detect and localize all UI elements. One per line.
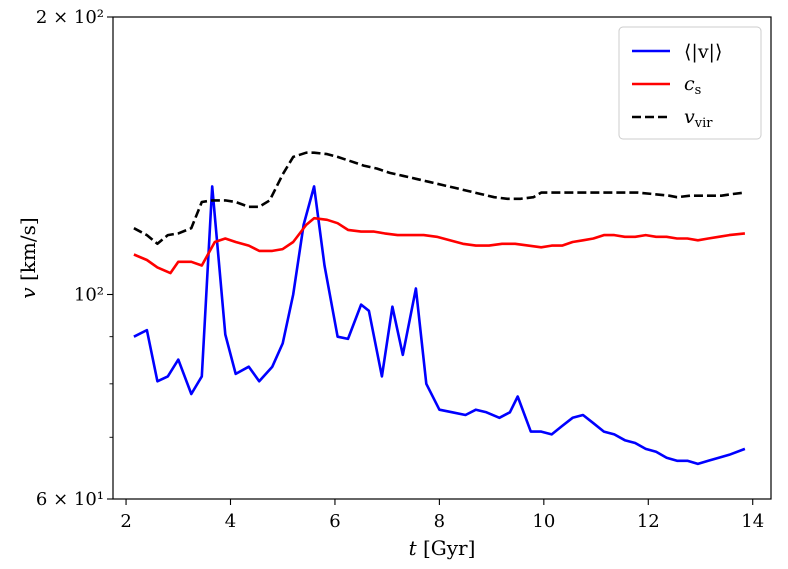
x-tick-label: 4: [225, 511, 236, 532]
y-tick-label: 6 × 10¹: [36, 489, 104, 510]
x-tick-label: 14: [741, 511, 764, 532]
x-tick-label: 2: [120, 511, 131, 532]
x-axis-label-unit: [Gyr]: [417, 536, 476, 560]
x-axis-label: t [Gyr]: [409, 536, 476, 560]
legend-label-cs: cs: [684, 73, 701, 98]
series-layer: [133, 151, 746, 466]
x-tick-label: 8: [434, 511, 445, 532]
x-axis-ticks: 2 4 6 8 10 12 14: [120, 499, 764, 532]
y-axis-label-unit: [km/s]: [16, 217, 40, 287]
x-tick-label: 12: [637, 511, 660, 532]
plot-frame: [112, 16, 772, 500]
y-axis-ticks: 6 × 10¹ 10² 2 × 10²: [36, 7, 113, 510]
legend-label-vvir: vvir: [684, 106, 713, 131]
legend: ⟨|v|⟩ cs vvir: [618, 26, 762, 140]
series-line-2: [133, 151, 746, 246]
y-tick-label: 2 × 10²: [36, 7, 104, 28]
legend-box: [618, 26, 762, 140]
x-axis-label-var: t: [409, 536, 418, 560]
y-tick-label: 10²: [74, 284, 104, 305]
x-tick-label: 10: [532, 511, 555, 532]
x-tick-label: 6: [329, 511, 340, 532]
y-axis-label-var: v: [16, 287, 40, 299]
series-line-0: [133, 185, 746, 466]
legend-label-mean-v: ⟨|v|⟩: [684, 41, 722, 63]
series-line-1: [133, 216, 746, 275]
y-axis-label: v [km/s]: [16, 217, 40, 298]
